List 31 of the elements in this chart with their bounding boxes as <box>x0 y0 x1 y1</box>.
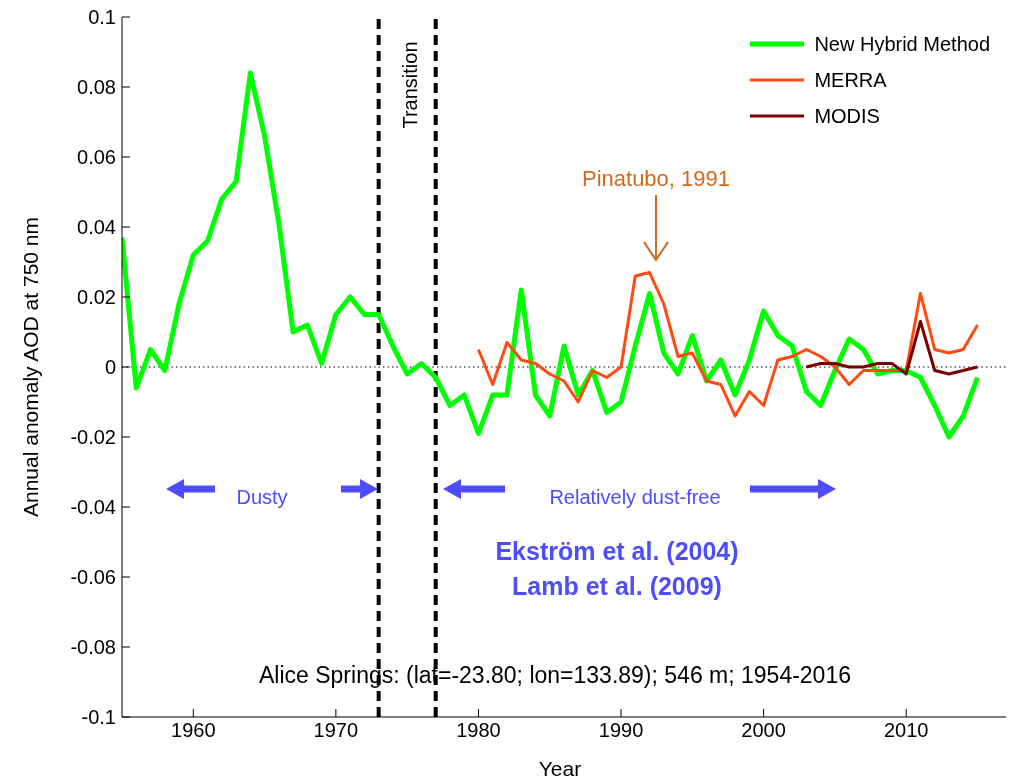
y-tick-label: -0.06 <box>70 566 116 589</box>
annotation: Dusty <box>236 486 288 508</box>
line-series <box>804 320 979 376</box>
y-tick-label: 0.06 <box>77 146 116 169</box>
y-tick-label: -0.08 <box>70 636 116 659</box>
x-tick-label: 1980 <box>456 719 501 742</box>
y-tick-label: 0.08 <box>77 76 116 99</box>
legend-label: MERRA <box>814 68 887 92</box>
x-tick-label: 1970 <box>313 719 359 742</box>
x-tick-label: 2000 <box>741 719 786 742</box>
annotation: Transition <box>399 41 421 129</box>
y-tick-label: -0.02 <box>70 426 116 449</box>
y-tick-label: 0.1 <box>88 6 116 29</box>
x-tick-label: 1960 <box>171 719 216 742</box>
annotation: Lamb et al. (2009) <box>512 572 722 600</box>
legend-label: New Hybrid Method <box>814 32 990 56</box>
legend-label: MODIS <box>814 104 880 128</box>
annotation: Relatively dust-free <box>549 486 721 508</box>
line-series <box>476 271 979 418</box>
y-tick-label: -0.1 <box>81 706 116 729</box>
annotation: Pinatubo, 1991 <box>581 165 731 191</box>
x-tick-label: 1990 <box>598 719 644 742</box>
y-tick-label: 0.02 <box>77 286 116 309</box>
y-tick-label: 0 <box>104 356 116 379</box>
annotation: Ekström et al. (2004) <box>495 537 739 565</box>
y-tick-label: 0.04 <box>77 216 116 239</box>
x-axis-title: Year <box>538 756 582 780</box>
x-tick-label: 2010 <box>883 719 929 742</box>
y-axis-title: Annual anomaly AOD at 750 nm <box>18 216 42 518</box>
annotation: Alice Springs: (lat=-23.80; lon=133.89); 546 m; 1954-2016 <box>259 662 851 688</box>
y-tick-label: -0.04 <box>70 496 116 519</box>
